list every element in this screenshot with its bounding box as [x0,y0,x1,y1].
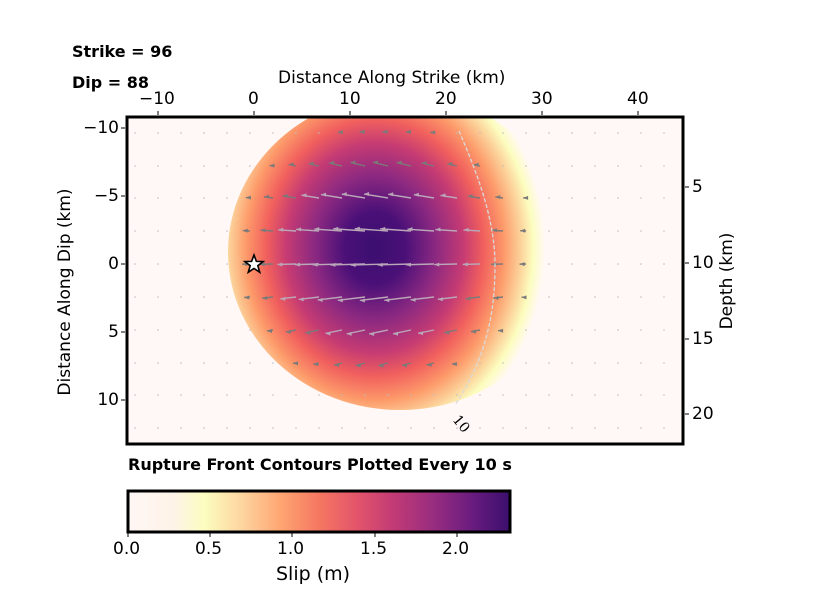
y-tick-label: −5 [93,186,119,206]
depth-tick-label: 5 [692,177,703,197]
rake-vectors [134,129,665,429]
dip-annotation: Dip = 88 [72,73,150,92]
depth-tick-label: 20 [692,404,714,424]
y-tick-label: −10 [83,118,119,138]
star-icon [242,252,266,275]
contour-caption: Rupture Front Contours Plotted Every 10 … [128,455,512,474]
colorbar-tick-label: 0.0 [113,539,141,559]
x-tick-label: 30 [531,89,553,109]
slip-patch [228,117,572,410]
x-ticks [157,111,639,115]
x-tick-label: −10 [139,89,175,109]
colorbar-tick-label: 1.0 [277,539,305,559]
x-tick-label: 20 [435,89,457,109]
strike-annotation: Strike = 96 [72,42,173,61]
colorbar-label: Slip (m) [276,563,351,585]
colorbar-tick-label: 0.5 [195,539,223,559]
y-axis-label: Distance Along Dip (km) [55,188,75,396]
x-tick-label: 10 [339,89,361,109]
y-ticks [121,127,125,401]
y-tick-label: 10 [97,390,119,410]
plot-frame [125,115,685,446]
colorbar [128,491,510,532]
depth-axis-label: Depth (km) [717,232,737,330]
x-tick-label: 0 [248,89,259,109]
colorbar-frame [126,489,512,534]
depth-ticks [685,186,689,415]
depth-tick-label: 15 [692,329,714,349]
y-tick-label: 0 [108,254,119,274]
x-axis-label: Distance Along Strike (km) [278,68,506,88]
depth-tick-label: 10 [692,253,714,273]
rupture-contour-10s [454,130,496,406]
colorbar-ticks [127,533,458,537]
colorbar-tick-label: 1.5 [360,539,388,559]
x-tick-label: 40 [627,89,649,109]
y-tick-label: 5 [108,322,119,342]
colorbar-tick-label: 2.0 [442,539,470,559]
